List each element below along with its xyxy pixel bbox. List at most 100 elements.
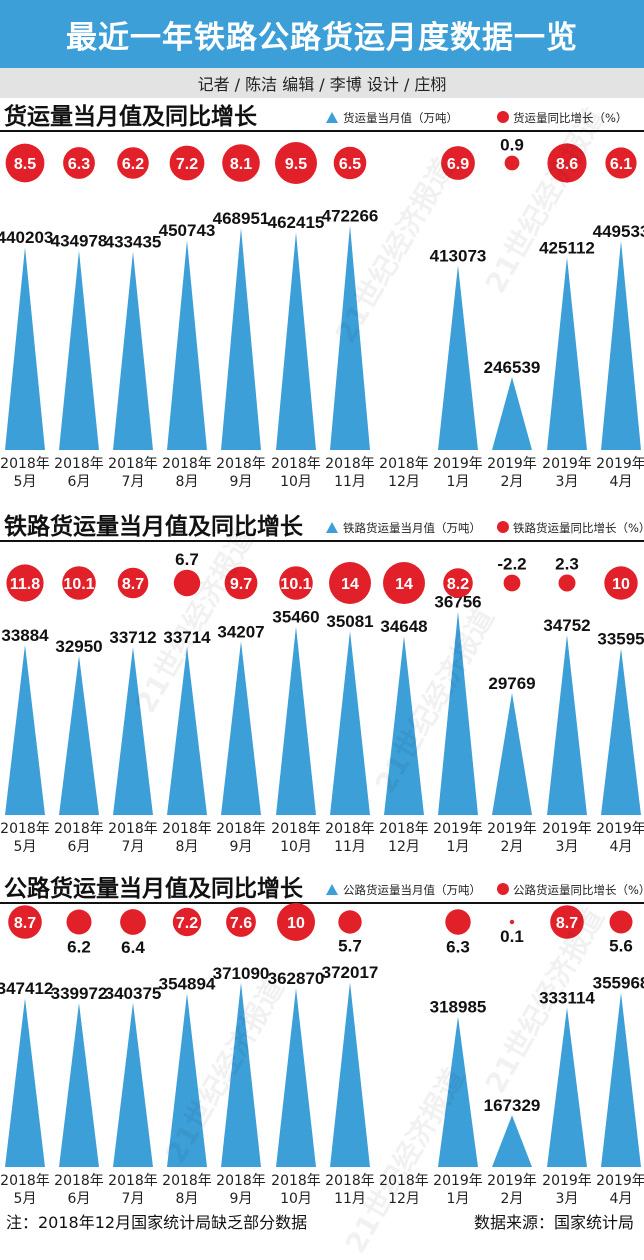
growth-value-label: 8.6 (556, 156, 578, 173)
tick-label-year: 2018年 (216, 821, 266, 837)
bar-triangle (5, 247, 45, 450)
tick-label-year: 2018年 (0, 821, 50, 837)
growth-dot (550, 905, 584, 939)
growth-value-label: 0.9 (500, 136, 524, 155)
legend-triangle-icon (326, 884, 338, 895)
tick-label-month: 6月 (68, 839, 91, 855)
growth-value-label: 6.2 (122, 156, 144, 173)
tick-label-year: 2019年 (596, 821, 644, 837)
growth-dot (226, 907, 256, 937)
bar-value-label: 462415 (268, 213, 325, 232)
growth-value-label: 10.1 (63, 576, 94, 593)
tick-label-year: 2018年 (216, 456, 266, 472)
tick-label-year: 2019年 (433, 456, 483, 472)
bar-value-label: 347412 (0, 979, 53, 998)
bar-value-label: 449533 (593, 222, 644, 241)
tick-label-year: 2018年 (162, 821, 212, 837)
bar-value-label: 433435 (105, 233, 162, 252)
bar-triangle (113, 251, 153, 450)
tick-label-month: 2月 (501, 839, 524, 855)
tick-label-month: 1月 (447, 1191, 470, 1207)
growth-dot (66, 909, 92, 935)
tick-label-month: 10月 (280, 1191, 312, 1207)
growth-dot (172, 907, 202, 937)
tick-label-year: 2018年 (0, 1173, 50, 1189)
growth-dot (605, 147, 637, 179)
chart-highway-freight: 公路货运量当月值及同比增长 公路货运量当月值（万吨） 公路货运量同比增长（%） 201… (0, 875, 644, 1207)
bar-value-label: 33712 (109, 628, 156, 647)
bar-triangle (276, 626, 316, 815)
bar-value-label: 340375 (105, 984, 162, 1003)
growth-value-label: 6.1 (610, 156, 632, 173)
growth-dot (222, 144, 260, 182)
bar-value-label: 472266 (322, 207, 379, 226)
chart-railway-freight: 铁路货运量当月值及同比增长 铁路货运量当月值（万吨） 铁路货运量同比增长（%） 201… (0, 513, 644, 855)
growth-dot (62, 566, 96, 600)
bar-value-label: 434978 (51, 232, 108, 251)
growth-dot (604, 566, 638, 600)
growth-value-label: 8.7 (556, 915, 578, 932)
bar-triangle (547, 634, 587, 815)
growth-value-label: 7.2 (176, 156, 198, 173)
tick-label-month: 8月 (176, 839, 199, 855)
tick-label-year: 2018年 (216, 1173, 266, 1189)
growth-dot (279, 566, 313, 600)
tick-label-year: 2018年 (54, 456, 104, 472)
tick-label-month: 12月 (388, 839, 420, 855)
growth-value-label: 10 (287, 915, 305, 932)
bar-triangle (492, 1115, 532, 1167)
tick-label-year: 2018年 (325, 821, 375, 837)
tick-label-year: 2018年 (0, 456, 50, 472)
bar-value-label: 167329 (484, 1096, 541, 1115)
growth-value-label: 6.5 (339, 156, 361, 173)
bar-triangle (5, 998, 45, 1167)
growth-value-label: 8.2 (447, 576, 469, 593)
growth-value-label: 8.5 (14, 156, 36, 173)
bar-triangle (167, 240, 207, 450)
growth-value-label: 14 (395, 576, 413, 593)
growth-value-label: 6.7 (175, 550, 199, 569)
tick-label-year: 2018年 (162, 1173, 212, 1189)
bar-triangle (601, 648, 641, 815)
growth-dot (329, 562, 371, 604)
growth-value-label: 10.1 (280, 576, 311, 593)
tick-label-month: 11月 (334, 474, 366, 490)
growth-value-label: 7.6 (230, 915, 252, 932)
tick-label-year: 2018年 (108, 1173, 158, 1189)
bar-value-label: 33884 (1, 626, 49, 645)
tick-label-month: 5月 (14, 1191, 37, 1207)
tick-label-year: 2019年 (487, 456, 537, 472)
bar-triangle (547, 257, 587, 450)
growth-dot (117, 147, 149, 179)
bar-triangle (276, 232, 316, 450)
footer: 注：2018年12月国家统计局缺乏部分数据 数据来源：国家统计局 (0, 1203, 644, 1247)
tick-label-year: 2018年 (325, 456, 375, 472)
tick-label-year: 2019年 (542, 456, 592, 472)
chart-total-freight: 货运量当月值及同比增长 货运量当月值（万吨） 货运量同比增长（%） 2018年 5月 44… (0, 103, 644, 490)
tick-label-month: 1月 (447, 474, 470, 490)
credits: 记者 / 陈洁 编辑 / 李博 设计 / 庄栩 (0, 68, 644, 98)
legend-growth-label: 铁路货运量同比增长（%） (513, 521, 644, 535)
growth-value-label: 6.4 (121, 938, 145, 957)
tick-label-year: 2018年 (162, 456, 212, 472)
tick-label-year: 2018年 (54, 1173, 104, 1189)
tick-label-month: 7月 (122, 474, 145, 490)
bar-value-label: 36756 (434, 593, 481, 612)
bar-value-label: 33714 (163, 628, 211, 647)
legend-dot-icon (497, 111, 509, 123)
growth-value-label: 8.7 (14, 915, 36, 932)
bar-value-label: 29769 (488, 674, 535, 693)
tick-label-month: 6月 (68, 1191, 91, 1207)
bar-triangle (492, 693, 532, 815)
growth-dot (5, 143, 45, 183)
bar-value-label: 440203 (0, 228, 53, 247)
growth-dot (609, 910, 633, 934)
tick-label-year: 2019年 (487, 821, 537, 837)
tick-label-year: 2019年 (542, 1173, 592, 1189)
growth-value-label: 9.7 (230, 576, 252, 593)
tick-label-month: 2月 (501, 474, 524, 490)
legend-triangle-icon (326, 522, 338, 533)
tick-label-year: 2019年 (542, 821, 592, 837)
chart-title: 货运量当月值及同比增长 (4, 103, 258, 129)
tick-label-month: 10月 (280, 474, 312, 490)
